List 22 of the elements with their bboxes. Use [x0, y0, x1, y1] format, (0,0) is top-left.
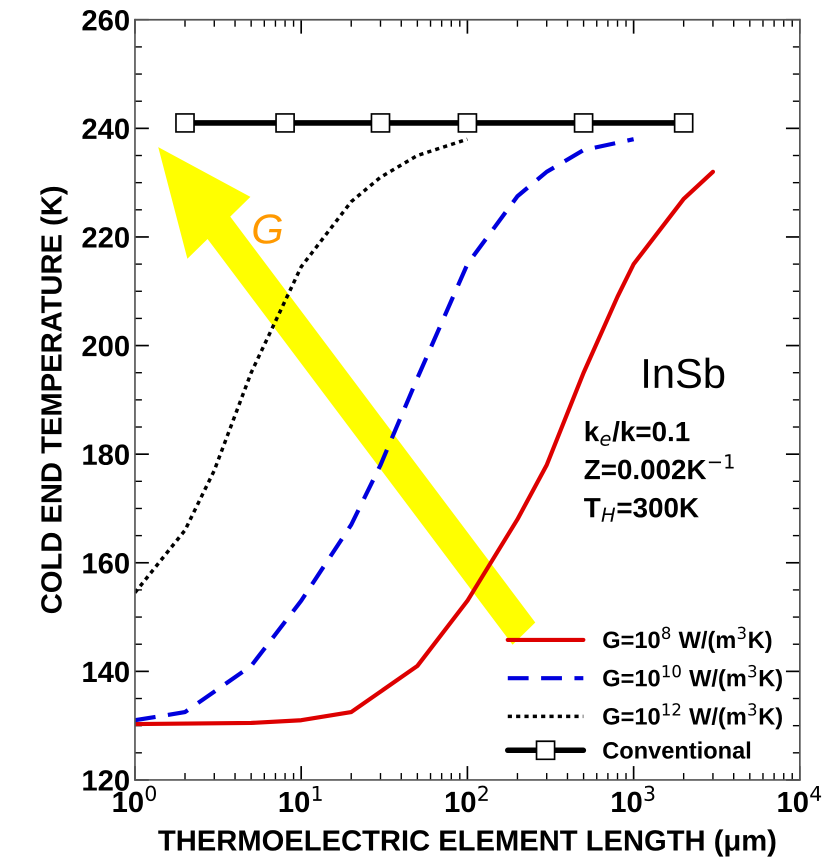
x-tick-label: 10$^{3}$ [612, 786, 654, 812]
annotation: k$_{e}$/k=0.1 [586, 420, 690, 446]
y-tick-label: 140 [83, 662, 129, 682]
annotation: G [253, 214, 282, 244]
y-axis-title: COLD END TEMPERATURE (K) [40, 186, 68, 614]
annotation: T$_{H}$=300K [584, 498, 699, 522]
x-tick-label: 10$^{2}$ [446, 786, 488, 812]
annotation: Z=0.002K$^{−1}$ [584, 454, 734, 480]
x-tick-label: 10$^{1}$ [280, 786, 322, 812]
x-tick-label: 10$^{4}$ [778, 786, 822, 812]
legend-label: G=10$^{10}$ W/(m$^{3}$K) [603, 664, 782, 692]
legend-label: Conventional [603, 741, 750, 759]
y-tick-label: 180 [83, 444, 129, 466]
y-tick-label: 220 [82, 227, 129, 248]
y-tick-label: 160 [83, 552, 129, 574]
y-tick-label: 200 [82, 336, 129, 356]
y-tick-label: 240 [82, 118, 129, 140]
legend-label: G=10$^{8}$ W/(m$^{3}$K) [603, 626, 772, 653]
y-tick-label: 260 [82, 10, 129, 31]
legend-label: G=10$^{12}$ W/(m$^{3}$K) [603, 703, 782, 730]
annotation: InSb [644, 358, 724, 388]
x-axis-title: THERMOELECTRIC ELEMENT LENGTH (μm) [158, 829, 776, 857]
